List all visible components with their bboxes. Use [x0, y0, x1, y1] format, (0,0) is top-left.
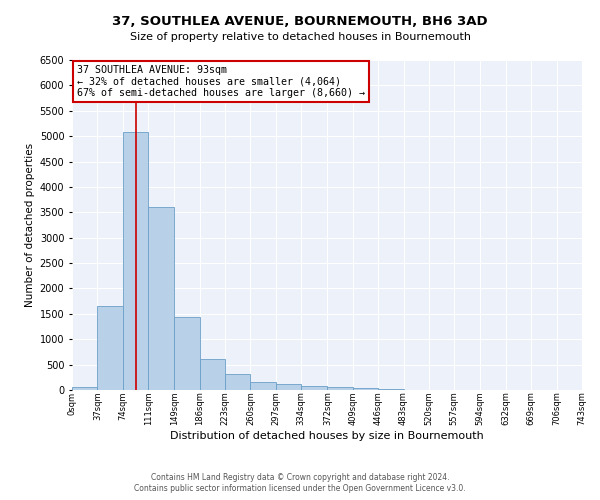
Bar	[200, 358, 225, 390]
Bar	[276, 384, 301, 390]
Bar	[353, 388, 378, 390]
Bar	[123, 132, 148, 390]
Text: 37 SOUTHLEA AVENUE: 93sqm
← 32% of detached houses are smaller (4,064)
67% of se: 37 SOUTHLEA AVENUE: 93sqm ← 32% of detac…	[77, 65, 365, 98]
X-axis label: Distribution of detached houses by size in Bournemouth: Distribution of detached houses by size …	[170, 431, 484, 441]
Bar	[174, 318, 200, 390]
Text: 37, SOUTHLEA AVENUE, BOURNEMOUTH, BH6 3AD: 37, SOUTHLEA AVENUE, BOURNEMOUTH, BH6 3A…	[112, 15, 488, 28]
Bar	[250, 382, 276, 390]
Bar	[301, 386, 328, 390]
Bar	[225, 374, 250, 390]
Bar	[148, 207, 174, 390]
Bar	[72, 387, 97, 390]
Text: Contains HM Land Registry data © Crown copyright and database right 2024.: Contains HM Land Registry data © Crown c…	[151, 472, 449, 482]
Y-axis label: Number of detached properties: Number of detached properties	[25, 143, 35, 307]
Bar	[328, 388, 353, 390]
Text: Size of property relative to detached houses in Bournemouth: Size of property relative to detached ho…	[130, 32, 470, 42]
Bar	[97, 306, 123, 390]
Text: Contains public sector information licensed under the Open Government Licence v3: Contains public sector information licen…	[134, 484, 466, 493]
